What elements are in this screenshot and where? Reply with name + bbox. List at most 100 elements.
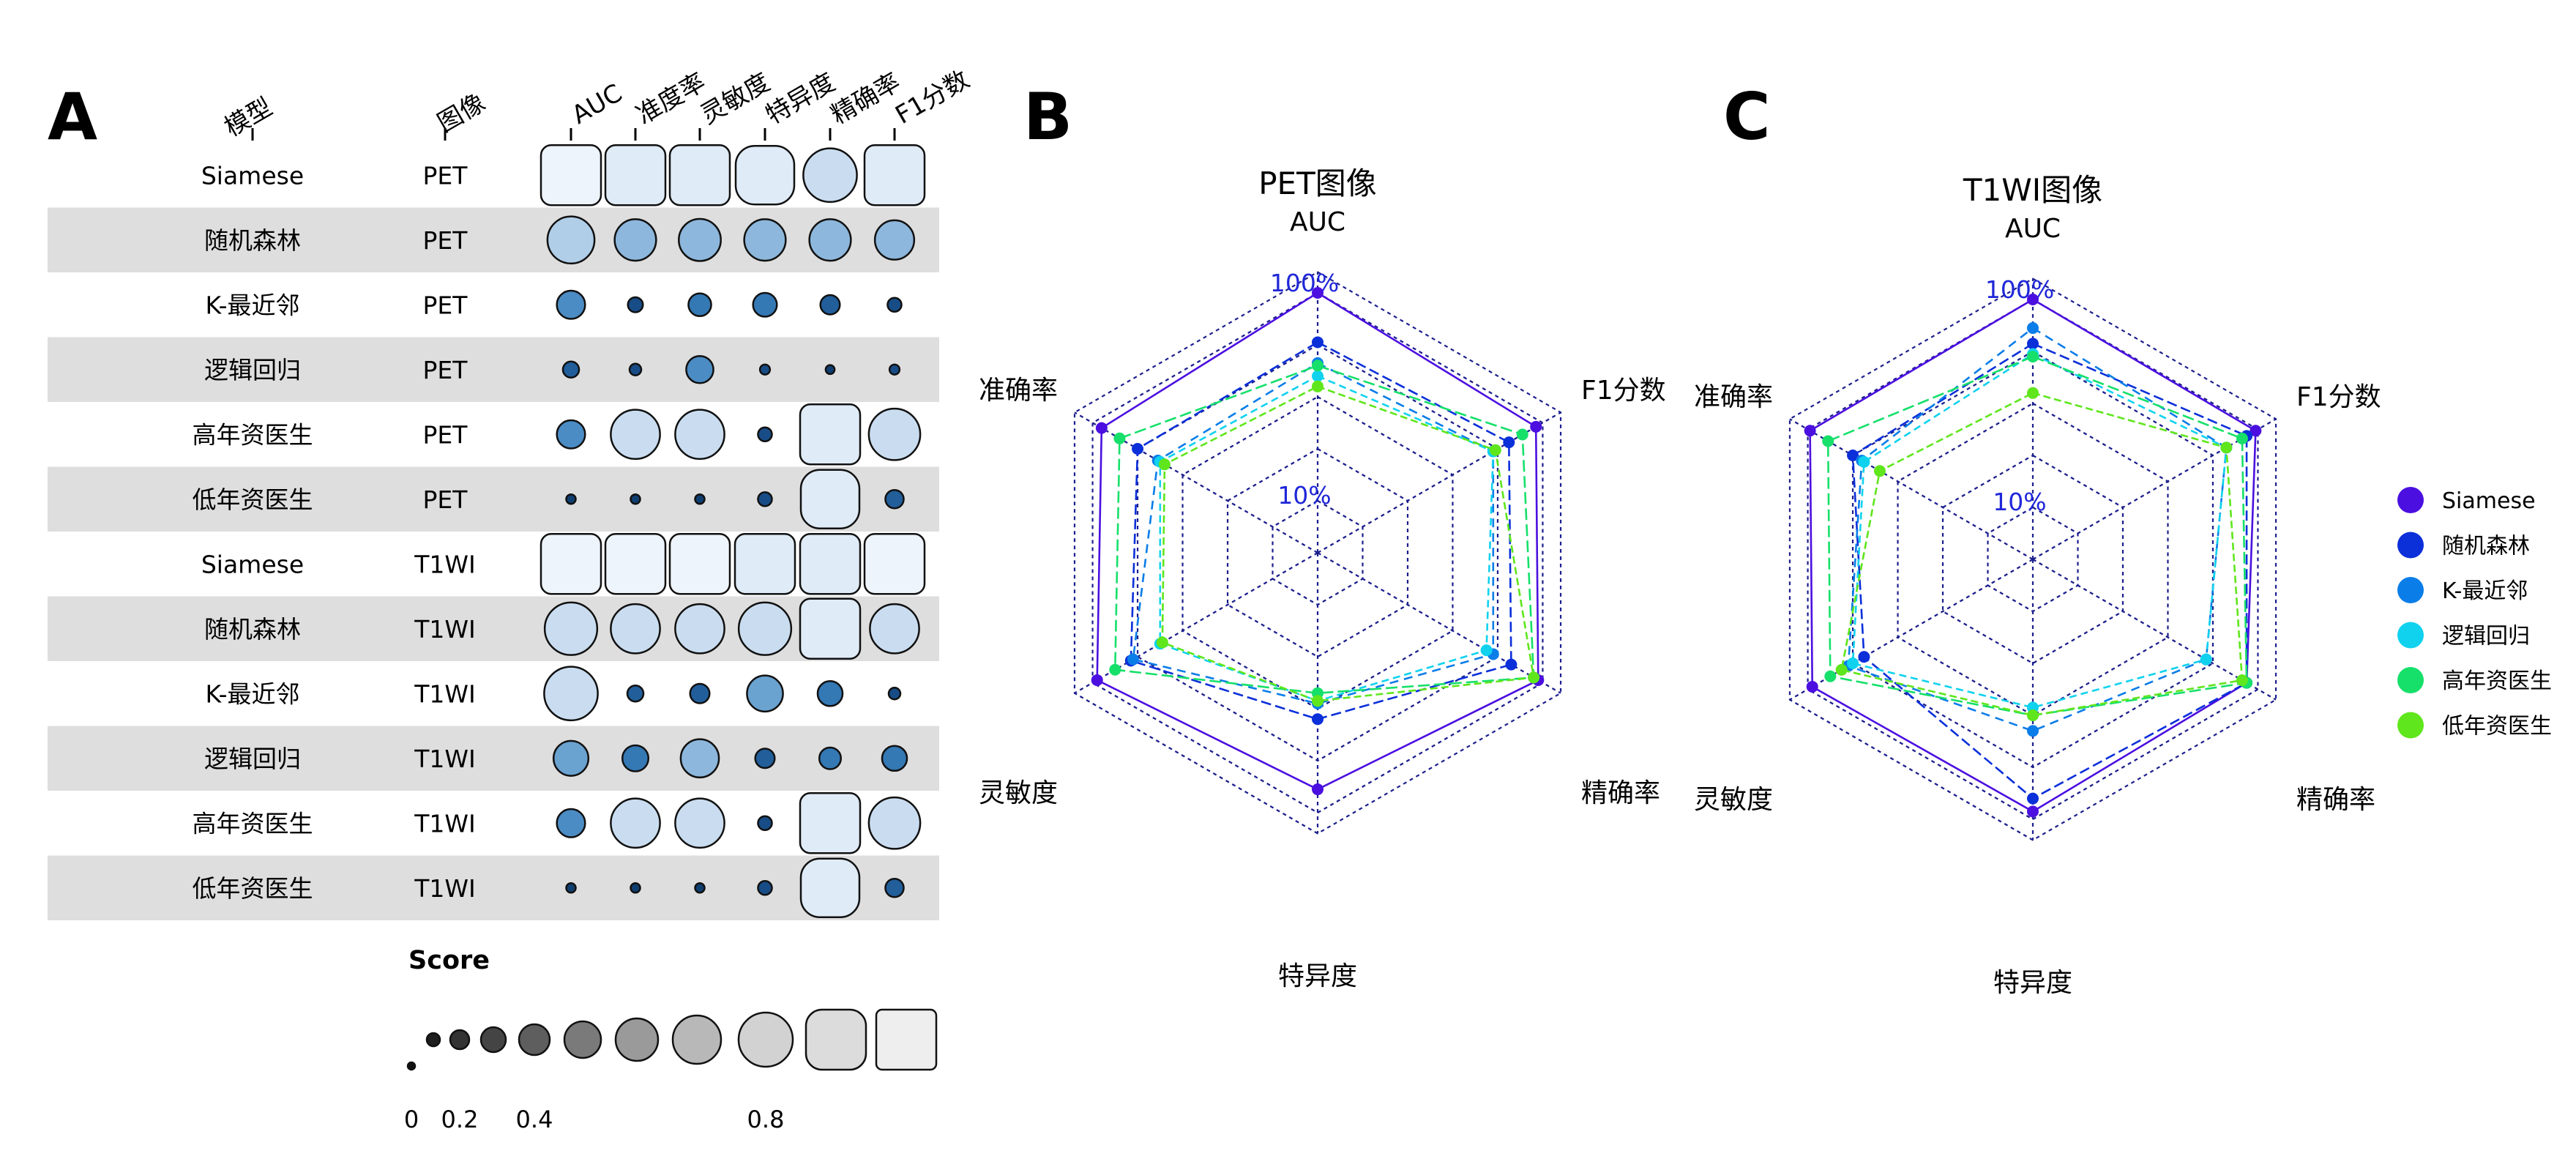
radar-point <box>1132 443 1144 455</box>
score-cell <box>757 879 773 896</box>
legend-label: 随机森林 <box>2442 534 2530 559</box>
score-cell <box>627 296 644 313</box>
radar-range-outer: 100% <box>1270 269 1339 297</box>
score-cell <box>689 682 711 704</box>
score-cell <box>867 407 922 461</box>
radar-point <box>2027 725 2039 737</box>
score-cell <box>556 808 586 838</box>
score-legend-glyph <box>449 1029 471 1051</box>
row-model-label: K-最近邻 <box>205 291 299 319</box>
panel-label-c: C <box>1723 79 1771 154</box>
score-legend-tick: 0.8 <box>747 1106 785 1133</box>
header-metric: 特异度 <box>761 67 840 130</box>
score-cell <box>604 144 667 206</box>
radar-axis-label: 特异度 <box>1278 961 1357 991</box>
legend-label: Siamese <box>2442 488 2536 514</box>
score-cell <box>863 533 926 595</box>
score-cell <box>757 426 773 443</box>
row-model-label: 随机森林 <box>204 615 301 644</box>
radar-point <box>1113 432 1126 444</box>
radar-point <box>1312 713 1324 726</box>
score-cell <box>694 493 706 505</box>
radar-point <box>1312 287 1324 299</box>
row-model-label: 随机森林 <box>204 226 301 255</box>
score-cell <box>799 792 862 854</box>
score-cell <box>754 748 776 769</box>
radar-point <box>1127 653 1139 666</box>
legend-label: 逻辑回归 <box>2442 624 2530 649</box>
score-cell <box>546 215 596 265</box>
panel-label-a: A <box>48 79 97 154</box>
row-image-label: T1WI <box>414 615 476 644</box>
panel-label-b: B <box>1023 79 1072 154</box>
radar-point <box>2027 387 2039 399</box>
radar-title: PET图像 <box>1258 165 1377 201</box>
radar-point <box>2250 425 2262 437</box>
score-cell <box>752 291 778 318</box>
legend-swatch <box>2397 532 2424 559</box>
radar-point <box>1530 420 1542 433</box>
header-model: 模型 <box>220 92 277 143</box>
radar-point <box>1503 436 1515 449</box>
score-cell <box>746 674 784 713</box>
score-cell <box>758 363 772 376</box>
score-legend-glyph <box>479 1026 507 1054</box>
score-legend-glyph <box>425 1032 441 1048</box>
row-image-label: T1WI <box>414 745 476 773</box>
radar-point <box>1858 651 1870 663</box>
score-cell <box>630 493 641 505</box>
radar-grid-spoke <box>1789 559 2034 701</box>
score-cell <box>540 533 602 595</box>
score-cell <box>869 603 920 655</box>
score-cell <box>799 469 861 529</box>
score-cell <box>687 292 712 318</box>
score-cell <box>884 877 905 898</box>
score-cell <box>674 603 725 655</box>
radar-point <box>1847 450 1859 461</box>
radar-point <box>1873 465 1886 477</box>
radar-point <box>1835 663 1848 676</box>
row-model-label: 逻辑回归 <box>204 356 301 384</box>
radar-point <box>1156 636 1168 649</box>
radar-point <box>2027 322 2039 335</box>
score-cell <box>888 363 901 376</box>
legend-swatch <box>2397 622 2424 649</box>
score-cell <box>743 218 787 262</box>
radar-series-line <box>1826 355 2248 717</box>
legend-swatch <box>2397 487 2424 513</box>
score-legend-glyph <box>737 1011 794 1068</box>
score-cell <box>819 294 841 316</box>
score-cell <box>678 217 722 262</box>
radar-axis-label: 灵敏度 <box>979 778 1058 808</box>
row-model-label: 高年资医生 <box>193 809 313 838</box>
radar-point <box>1489 444 1501 456</box>
radar-point <box>1312 695 1324 707</box>
score-cell <box>630 882 641 894</box>
row-image-label: PET <box>423 356 468 384</box>
score-cell <box>628 362 643 377</box>
radar-range-outer: 100% <box>1985 275 2054 304</box>
score-cell <box>799 597 862 660</box>
legend-swatch <box>2397 577 2424 603</box>
legend-swatch <box>2397 667 2424 693</box>
score-cell <box>757 815 773 832</box>
radar-axis-label: 精确率 <box>2296 785 2375 815</box>
radar-axis-label: 精确率 <box>1581 778 1660 808</box>
score-cell <box>556 289 586 320</box>
score-cell <box>808 218 852 262</box>
score-legend-glyph <box>804 1008 867 1071</box>
radar-point <box>1804 425 1816 437</box>
radar-range-inner: 10% <box>1993 488 2046 516</box>
score-cell <box>694 882 706 894</box>
radar-point <box>2200 653 2212 666</box>
legend-swatch <box>2397 712 2424 739</box>
score-legend-glyph <box>518 1023 551 1056</box>
radar-axis-label: 准确率 <box>979 376 1058 406</box>
score-cell <box>626 684 645 703</box>
radar-point <box>2027 805 2039 818</box>
radar-grid-spoke <box>2032 559 2277 701</box>
radar-point <box>1847 657 1859 669</box>
